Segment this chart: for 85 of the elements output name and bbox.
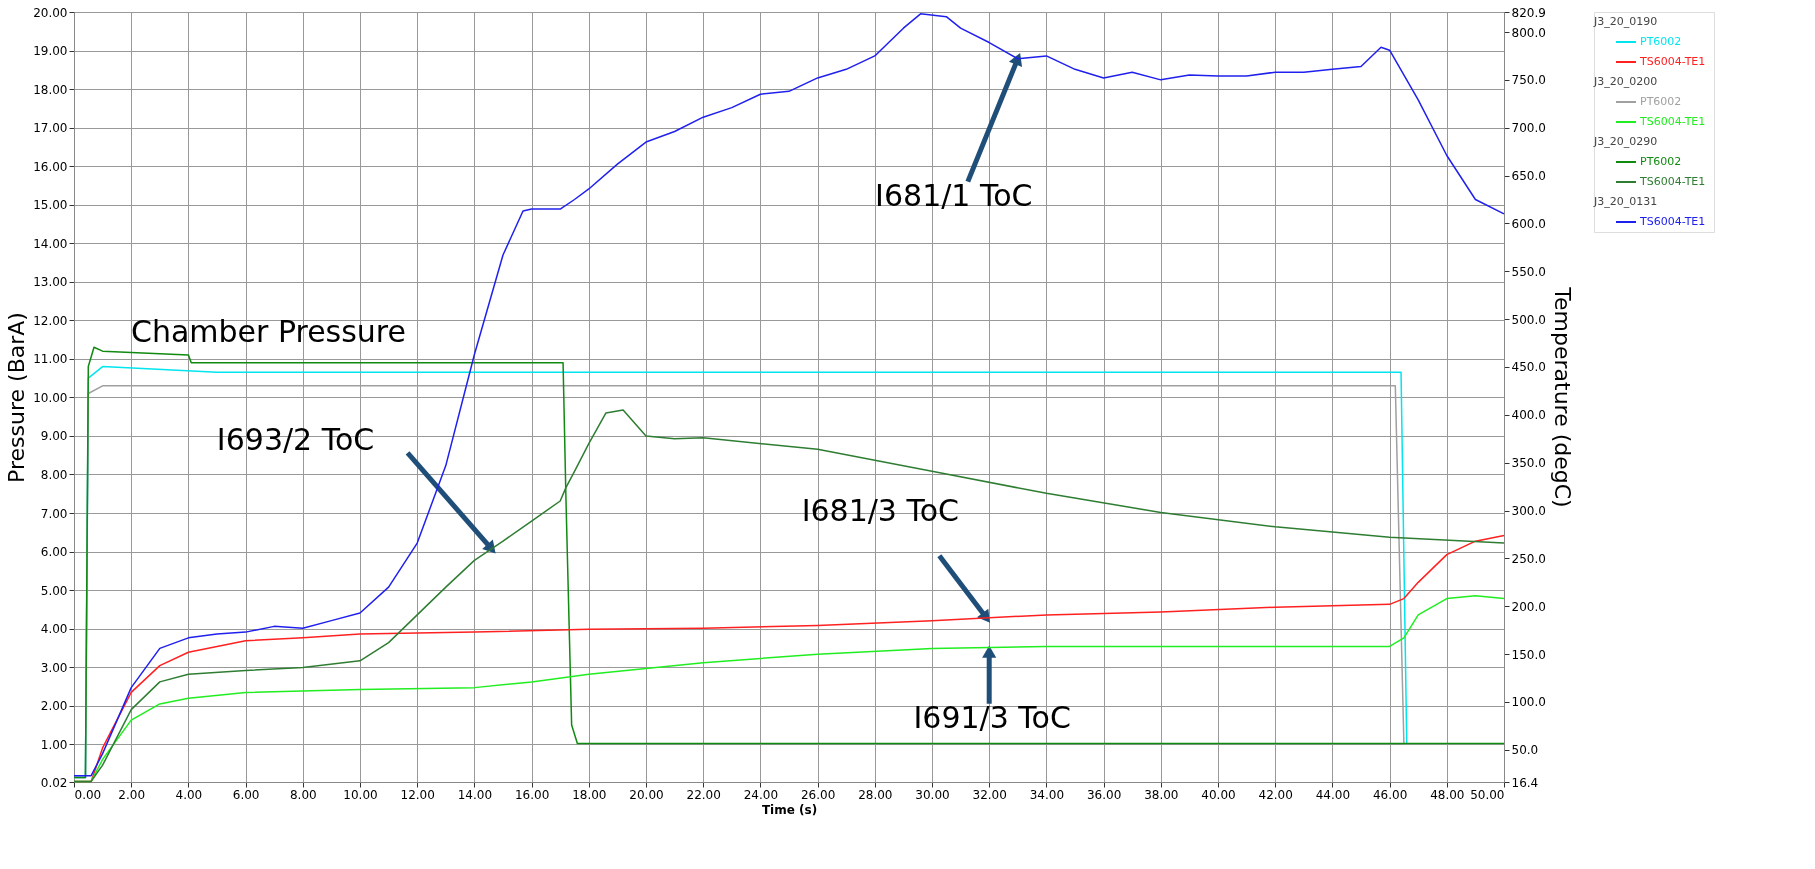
x-tick-label: 42.00 bbox=[1258, 787, 1293, 802]
y-tick-label: 13.00 bbox=[33, 275, 68, 290]
annotation: Chamber Pressure bbox=[130, 313, 406, 349]
x-tick-label: 12.00 bbox=[400, 787, 435, 802]
x-tick-label: 6.00 bbox=[232, 787, 260, 802]
y-tick-label: 3.00 bbox=[40, 660, 68, 675]
y-tick-label: 6.00 bbox=[40, 545, 68, 560]
y2-tick-label: 750.0 bbox=[1511, 73, 1546, 88]
y-tick-label: 0.02 bbox=[40, 775, 68, 790]
y2-tick-label: 550.0 bbox=[1511, 264, 1546, 279]
x-tick-label: 44.00 bbox=[1315, 787, 1351, 802]
text: J3_20_0290 bbox=[1593, 135, 1658, 148]
x-tick-label: 48.00 bbox=[1430, 787, 1465, 802]
annotation: I681/1 ToC bbox=[875, 177, 1033, 213]
annotation: I693/2 ToC bbox=[216, 421, 375, 457]
text: J3_20_0190 bbox=[1593, 15, 1658, 28]
x-tick-label: 32.00 bbox=[972, 787, 1007, 802]
y2-tick-label: 300.0 bbox=[1511, 504, 1546, 519]
y2-tick-label: 820.9 bbox=[1511, 5, 1546, 20]
x-tick-label: 8.00 bbox=[289, 787, 317, 802]
annotation: I691/3 ToC bbox=[913, 699, 1071, 735]
x-tick-label: 34.00 bbox=[1029, 787, 1065, 802]
y-tick-label: 1.00 bbox=[40, 737, 68, 752]
x-tick-label: 50.00 bbox=[1470, 787, 1505, 802]
x-tick-label: 24.00 bbox=[743, 787, 779, 802]
y2-tick-label: 650.0 bbox=[1511, 169, 1546, 184]
y2-tick-label: 16.4 bbox=[1511, 775, 1539, 790]
y-tick-label: 19.00 bbox=[33, 44, 68, 59]
y-tick-label: 7.00 bbox=[40, 506, 68, 521]
y-tick-label: 5.00 bbox=[40, 583, 68, 598]
y2-tick-label: 50.0 bbox=[1511, 743, 1539, 758]
y-tick-label: 9.00 bbox=[40, 429, 68, 444]
y2-tick-label: 200.0 bbox=[1511, 599, 1546, 614]
y-tick-label: 18.00 bbox=[33, 82, 68, 97]
y-tick-label: 11.00 bbox=[33, 352, 68, 367]
legend-label: TS6004-TE1 bbox=[1639, 175, 1706, 188]
y-tick-label: 2.00 bbox=[40, 699, 68, 714]
x-tick-label: 0.00 bbox=[74, 787, 102, 802]
y2-tick-label: 250.0 bbox=[1511, 551, 1546, 566]
y2-tick-label: 150.0 bbox=[1511, 647, 1546, 662]
x-tick-label: 30.00 bbox=[915, 787, 950, 802]
y2-tick-label: 100.0 bbox=[1511, 695, 1546, 710]
x-tick-label: 22.00 bbox=[686, 787, 721, 802]
y2-tick-label: 400.0 bbox=[1511, 408, 1546, 423]
y-tick-label: 10.00 bbox=[33, 390, 68, 405]
y-tick-label: 4.00 bbox=[40, 622, 68, 637]
annotation: I681/3 ToC bbox=[801, 492, 960, 528]
legend-label: PT6002 bbox=[1640, 35, 1682, 48]
x-tick-label: 2.00 bbox=[118, 787, 146, 802]
y2-tick-label: 700.0 bbox=[1511, 121, 1546, 136]
y2-axis-title: Temperature (degC) bbox=[1549, 286, 1575, 508]
x-axis-title: Time (s) bbox=[761, 802, 818, 817]
y-tick-label: 12.00 bbox=[33, 313, 68, 328]
x-tick-label: 26.00 bbox=[800, 787, 836, 802]
text: J3_20_0131 bbox=[1593, 195, 1658, 208]
y2-tick-label: 600.0 bbox=[1511, 216, 1546, 231]
y-tick-label: 14.00 bbox=[33, 236, 68, 251]
x-tick-label: 38.00 bbox=[1144, 787, 1179, 802]
y2-tick-label: 500.0 bbox=[1511, 312, 1546, 327]
x-tick-label: 4.00 bbox=[175, 787, 203, 802]
x-tick-label: 40.00 bbox=[1201, 787, 1236, 802]
y2-tick-label: 800.0 bbox=[1511, 25, 1546, 40]
legend-label: TS6004-TE1 bbox=[1639, 115, 1706, 128]
y2-tick-label: 450.0 bbox=[1511, 360, 1546, 375]
legend-label: PT6002 bbox=[1640, 95, 1682, 108]
x-tick-label: 28.00 bbox=[858, 787, 893, 802]
x-tick-label: 14.00 bbox=[457, 787, 493, 802]
x-tick-label: 18.00 bbox=[572, 787, 607, 802]
y-tick-label: 16.00 bbox=[33, 159, 68, 174]
y-tick-label: 20.00 bbox=[33, 5, 68, 20]
x-tick-label: 16.00 bbox=[514, 787, 550, 802]
text: J3_20_0200 bbox=[1593, 75, 1658, 88]
line-series bbox=[73, 13, 1505, 777]
y-tick-label: 17.00 bbox=[33, 121, 68, 136]
legend-label: PT6002 bbox=[1640, 155, 1682, 168]
y-tick-label: 8.00 bbox=[40, 467, 68, 482]
legend-label: TS6004-TE1 bbox=[1639, 215, 1706, 228]
legend-label: TS6004-TE1 bbox=[1639, 55, 1706, 68]
y-axis-title: Pressure (BarA) bbox=[4, 312, 30, 483]
x-tick-label: 46.00 bbox=[1372, 787, 1408, 802]
y-tick-label: 15.00 bbox=[33, 198, 68, 213]
y2-tick-label: 350.0 bbox=[1511, 456, 1546, 471]
x-tick-label: 10.00 bbox=[343, 787, 378, 802]
x-tick-label: 20.00 bbox=[629, 787, 664, 802]
x-tick-label: 36.00 bbox=[1086, 787, 1122, 802]
